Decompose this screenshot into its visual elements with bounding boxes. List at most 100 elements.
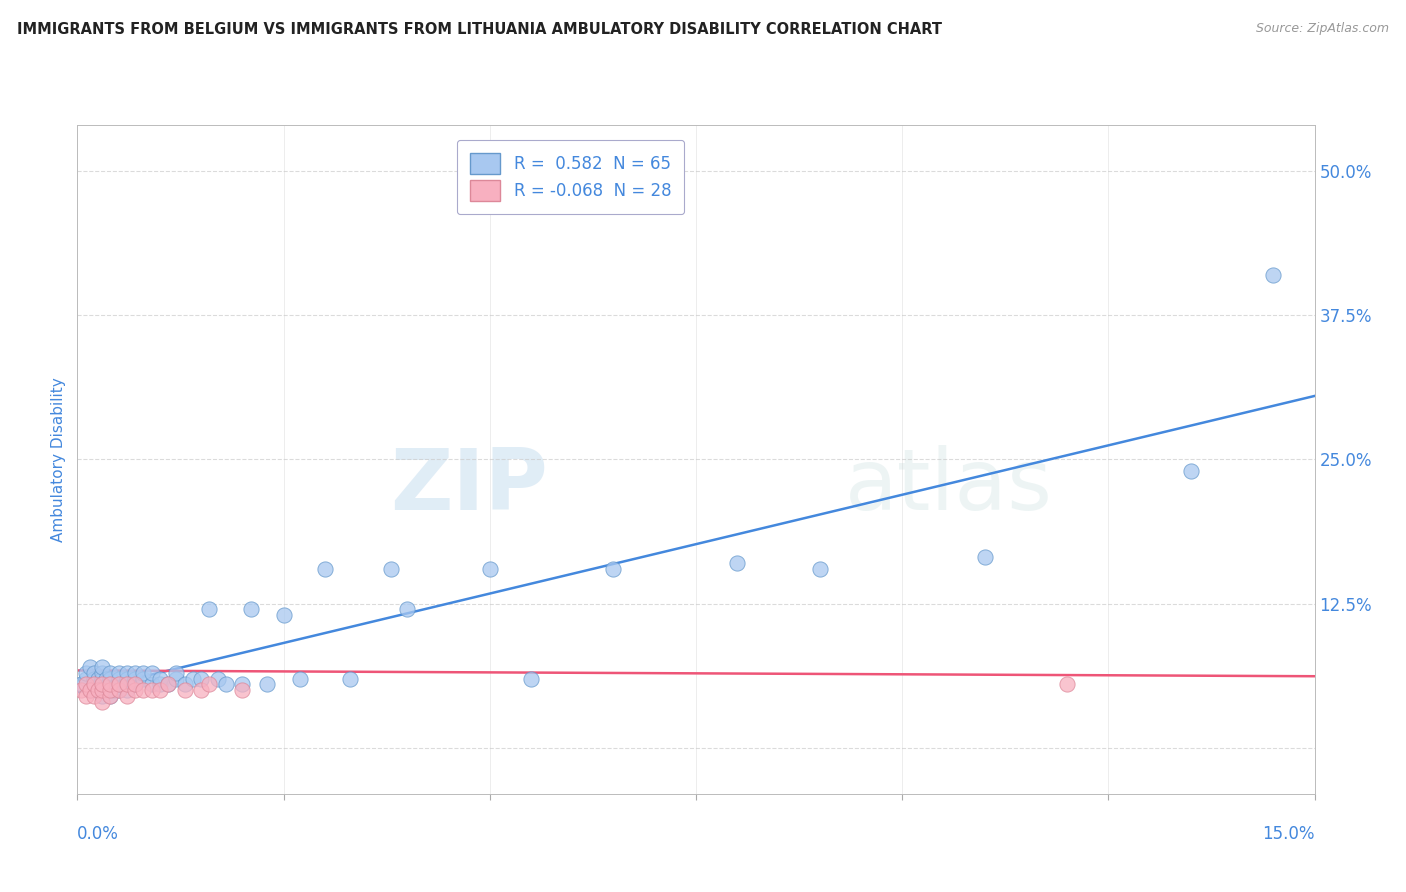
Point (98, 677, 121, 691)
Point (124, 677, 146, 691)
Point (91, 665, 114, 680)
Point (256, 677, 278, 691)
Point (157, 677, 180, 691)
Point (98, 672, 121, 686)
Point (173, 677, 195, 691)
Point (91, 672, 114, 686)
Point (124, 677, 146, 691)
Point (231, 683, 253, 698)
Point (91, 677, 114, 691)
Point (83, 677, 105, 691)
Point (79, 683, 101, 698)
Text: Source: ZipAtlas.com: Source: ZipAtlas.com (1256, 22, 1389, 36)
Point (1056, 677, 1078, 691)
Point (231, 677, 253, 691)
Point (98, 665, 121, 680)
Point (239, 602, 262, 616)
Point (98, 689, 121, 703)
Point (83, 677, 105, 691)
Point (207, 672, 229, 686)
Point (91, 660, 114, 674)
Point (173, 683, 195, 698)
Point (165, 672, 187, 686)
Point (198, 677, 221, 691)
Point (115, 683, 138, 698)
Point (98, 683, 121, 698)
Point (83, 665, 105, 680)
Text: 15.0%: 15.0% (1263, 825, 1315, 843)
Point (124, 672, 146, 686)
Point (478, 562, 501, 576)
Point (115, 677, 138, 691)
Point (87, 683, 110, 698)
Legend: R =  0.582  N = 65, R = -0.068  N = 28: R = 0.582 N = 65, R = -0.068 N = 28 (457, 140, 685, 214)
Point (215, 677, 238, 691)
Point (1180, 464, 1202, 478)
Point (103, 683, 125, 698)
Point (157, 677, 180, 691)
Point (75, 665, 97, 680)
Point (149, 672, 172, 686)
Point (124, 683, 146, 698)
Y-axis label: Ambulatory Disability: Ambulatory Disability (51, 377, 66, 541)
Point (149, 677, 172, 691)
Text: ZIP: ZIP (389, 444, 547, 528)
Point (115, 689, 138, 703)
Point (190, 672, 212, 686)
Point (98, 689, 121, 703)
Point (181, 672, 204, 686)
Point (149, 683, 172, 698)
Point (96, 672, 118, 686)
Point (141, 677, 163, 691)
Point (107, 683, 129, 698)
Point (91, 677, 114, 691)
Point (973, 550, 995, 565)
Point (273, 608, 295, 623)
Point (75, 672, 97, 686)
Point (96, 683, 118, 698)
Point (87, 672, 110, 686)
Point (190, 683, 212, 698)
Point (107, 677, 129, 691)
Point (141, 665, 163, 680)
Point (132, 683, 155, 698)
Point (198, 602, 221, 616)
Text: IMMIGRANTS FROM BELGIUM VS IMMIGRANTS FROM LITHUANIA AMBULATORY DISABILITY CORRE: IMMIGRANTS FROM BELGIUM VS IMMIGRANTS FR… (17, 22, 942, 37)
Point (339, 672, 361, 686)
Point (115, 665, 138, 680)
Point (165, 665, 187, 680)
Point (107, 677, 129, 691)
Point (396, 602, 419, 616)
Point (107, 672, 129, 686)
Point (83, 689, 105, 703)
Point (79, 683, 101, 698)
Point (107, 665, 129, 680)
Point (75, 677, 97, 691)
Point (115, 677, 138, 691)
Point (98, 677, 121, 691)
Point (75, 689, 97, 703)
Point (83, 672, 105, 686)
Point (124, 665, 146, 680)
Point (380, 562, 402, 576)
Point (70, 683, 93, 698)
Point (520, 672, 543, 686)
Point (1263, 268, 1285, 282)
Text: atlas: atlas (845, 444, 1053, 528)
Point (87, 683, 110, 698)
Point (91, 689, 114, 703)
Point (725, 556, 748, 570)
Point (79, 660, 101, 674)
Point (314, 562, 336, 576)
Point (91, 683, 114, 698)
Point (132, 672, 155, 686)
Text: 0.0%: 0.0% (77, 825, 120, 843)
Point (70, 677, 93, 691)
Point (107, 683, 129, 698)
Point (602, 562, 624, 576)
Point (288, 672, 311, 686)
Point (132, 665, 155, 680)
Point (141, 683, 163, 698)
Point (115, 672, 138, 686)
Point (808, 562, 831, 576)
